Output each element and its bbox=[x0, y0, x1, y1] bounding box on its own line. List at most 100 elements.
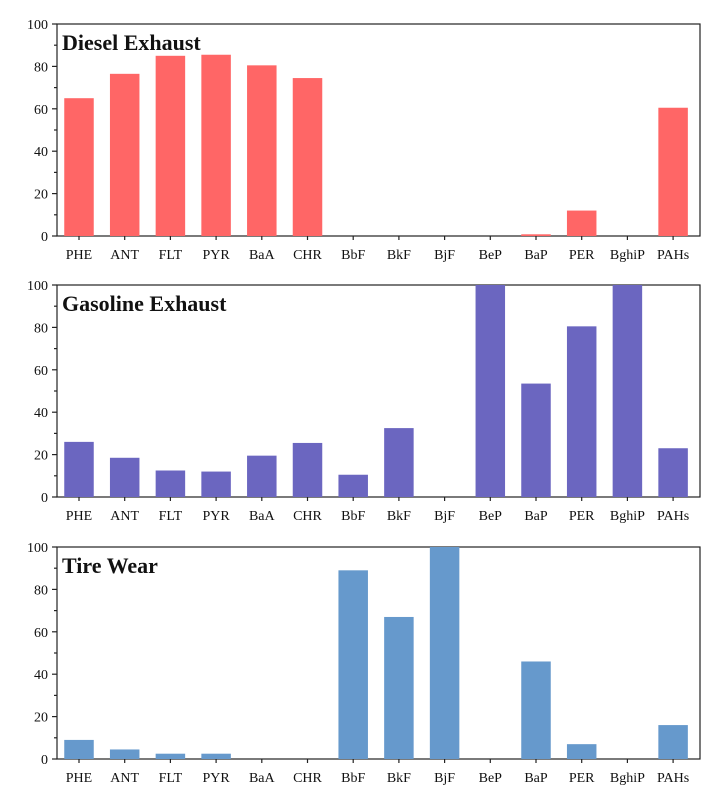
x-tick-label: BbF bbox=[341, 771, 365, 786]
x-tick-label: BaP bbox=[524, 248, 548, 263]
y-tick-label: 100 bbox=[27, 279, 48, 294]
x-tick-label: BkF bbox=[387, 248, 411, 263]
bar-phe bbox=[64, 739, 94, 759]
x-tick-label: PER bbox=[569, 248, 595, 263]
x-tick-label: BghiP bbox=[610, 771, 645, 786]
bar-pahs bbox=[658, 448, 688, 497]
x-tick-label: BkF bbox=[387, 771, 411, 786]
x-tick-label: CHR bbox=[293, 248, 322, 263]
x-axis: PHE ANT FLT PYR BaA CHR BbF BkF BjF BeP BaP PER Bghi… bbox=[66, 759, 689, 786]
bar-ant bbox=[109, 749, 140, 759]
y-tick-label: 100 bbox=[27, 18, 48, 33]
bar-baa bbox=[247, 65, 277, 236]
bar-baa bbox=[247, 455, 277, 497]
x-tick-label: BjF bbox=[434, 771, 455, 786]
x-axis: PHE ANT FLT PYR BaA CHR BbF BkF BjF BeP BaP PER Bghi… bbox=[66, 236, 689, 263]
y-tick-label: 40 bbox=[34, 145, 48, 160]
x-tick-label: PAHs bbox=[657, 509, 689, 524]
y-tick-label: 20 bbox=[34, 449, 48, 464]
bar-series bbox=[64, 547, 688, 759]
bar-per bbox=[566, 210, 597, 236]
x-tick-label: ANT bbox=[110, 771, 139, 786]
bar-series bbox=[64, 54, 688, 237]
panel-title: Gasoline Exhaust bbox=[62, 291, 227, 316]
y-axis: 0 20 40 60 80 100 bbox=[27, 279, 57, 506]
y-tick-label: 100 bbox=[27, 541, 48, 556]
bar-series bbox=[64, 285, 688, 497]
bar-ant bbox=[109, 73, 140, 236]
y-axis: 0 20 40 60 80 100 bbox=[27, 541, 57, 768]
panel-tire-wear: Tire Wear 0 20 40 60 80 100 PHE ANT FLT PYR BaA CH… bbox=[27, 541, 701, 786]
x-tick-label: ANT bbox=[110, 509, 139, 524]
bar-bbf bbox=[338, 474, 368, 497]
x-tick-label: BbF bbox=[341, 509, 365, 524]
x-tick-label: BghiP bbox=[610, 509, 645, 524]
bar-chr bbox=[292, 442, 323, 497]
x-tick-label: PHE bbox=[66, 771, 92, 786]
x-axis: PHE ANT FLT PYR BaA CHR BbF BkF BjF BeP BaP PER Bghi… bbox=[66, 497, 689, 524]
x-tick-label: BaA bbox=[249, 771, 276, 786]
x-tick-label: PAHs bbox=[657, 248, 689, 263]
x-tick-label: BghiP bbox=[610, 248, 645, 263]
plot-frame bbox=[56, 23, 701, 237]
x-tick-label: ANT bbox=[110, 248, 139, 263]
x-tick-label: PAHs bbox=[657, 771, 689, 786]
x-tick-label: BeP bbox=[479, 248, 503, 263]
plot-frame bbox=[56, 546, 701, 760]
x-tick-label: PER bbox=[569, 771, 595, 786]
bar-pyr bbox=[201, 753, 231, 759]
x-tick-label: BeP bbox=[479, 509, 503, 524]
x-tick-label: CHR bbox=[293, 771, 322, 786]
y-tick-label: 20 bbox=[34, 188, 48, 203]
panel-diesel-exhaust: Diesel Exhaust 0 20 40 60 80 100 PHE ANT FLT PYR… bbox=[27, 18, 701, 263]
plot-frame bbox=[56, 284, 701, 498]
bar-flt bbox=[155, 470, 186, 497]
x-tick-label: BaA bbox=[249, 248, 276, 263]
bar-pyr bbox=[201, 471, 231, 497]
x-tick-label: PHE bbox=[66, 509, 92, 524]
x-tick-label: BaA bbox=[249, 509, 276, 524]
x-tick-label: FLT bbox=[159, 771, 183, 786]
panel-title: Diesel Exhaust bbox=[62, 30, 201, 55]
bar-bkf bbox=[384, 428, 414, 497]
bar-phe bbox=[64, 98, 94, 236]
x-tick-label: CHR bbox=[293, 509, 322, 524]
y-tick-label: 60 bbox=[34, 103, 48, 118]
bar-bap bbox=[521, 234, 551, 236]
x-tick-label: PYR bbox=[202, 771, 230, 786]
y-tick-label: 60 bbox=[34, 364, 48, 379]
x-tick-label: BjF bbox=[434, 509, 455, 524]
x-tick-label: PHE bbox=[66, 248, 92, 263]
bar-bap bbox=[521, 383, 551, 497]
bar-bghip bbox=[612, 285, 643, 497]
x-tick-label: BaP bbox=[524, 509, 548, 524]
bar-chr bbox=[292, 78, 323, 236]
bar-pahs bbox=[658, 725, 688, 759]
bar-per bbox=[566, 744, 597, 759]
x-tick-label: FLT bbox=[159, 509, 183, 524]
y-tick-label: 0 bbox=[41, 491, 48, 506]
x-tick-label: BbF bbox=[341, 248, 365, 263]
bar-flt bbox=[155, 55, 186, 236]
y-tick-label: 80 bbox=[34, 583, 48, 598]
x-tick-label: FLT bbox=[159, 248, 183, 263]
panel-title: Tire Wear bbox=[62, 553, 158, 578]
bar-pyr bbox=[201, 54, 231, 236]
x-tick-label: BaP bbox=[524, 771, 548, 786]
y-tick-label: 40 bbox=[34, 668, 48, 683]
bar-phe bbox=[64, 441, 94, 497]
bar-bjf bbox=[429, 547, 460, 759]
bar-bbf bbox=[338, 570, 368, 759]
bar-per bbox=[566, 326, 597, 497]
y-tick-label: 0 bbox=[41, 230, 48, 245]
x-tick-label: PER bbox=[569, 509, 595, 524]
bar-flt bbox=[155, 753, 186, 759]
y-tick-label: 60 bbox=[34, 626, 48, 641]
bar-pahs bbox=[658, 107, 688, 237]
y-tick-label: 0 bbox=[41, 753, 48, 768]
y-tick-label: 80 bbox=[34, 321, 48, 336]
x-tick-label: BjF bbox=[434, 248, 455, 263]
x-tick-label: BkF bbox=[387, 509, 411, 524]
